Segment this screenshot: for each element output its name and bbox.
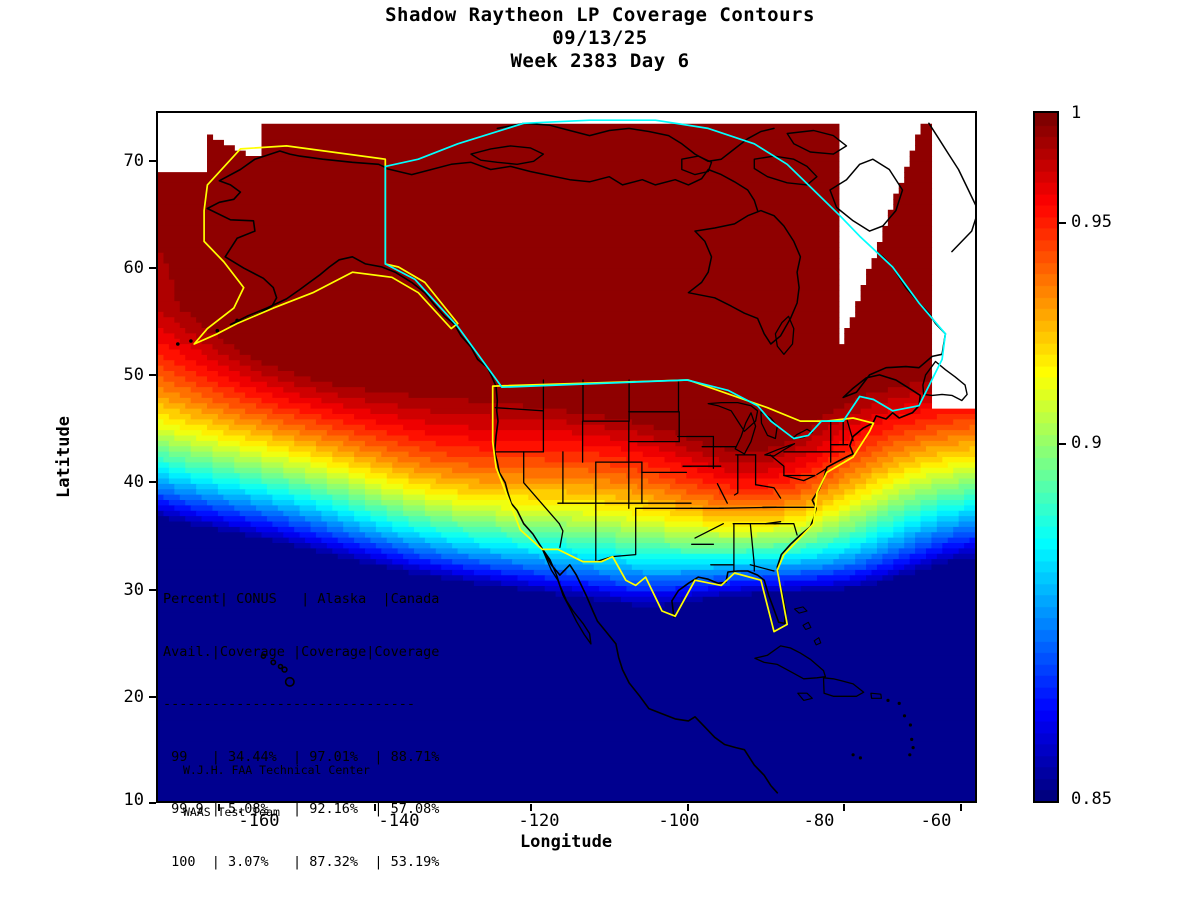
ytick-mark-50 xyxy=(149,374,156,376)
stats-row-99-9: 99.9 | 5.08% | 92.16% | 57.08% xyxy=(163,801,440,817)
credit-line-1: W.J.H. FAA Technical Center xyxy=(183,763,370,777)
colorbar: 1 0.95 0.9 0.85 xyxy=(1033,103,1112,809)
colorbar-tick-09 xyxy=(1059,443,1066,445)
ytick-label-70: 70 xyxy=(123,151,144,171)
coverage-stats-table: Percent| CONUS | Alaska |Canada Avail.|C… xyxy=(163,556,439,906)
colorbar-label-095: 0.95 xyxy=(1071,212,1112,232)
ytick-label-50: 50 xyxy=(123,365,144,385)
ytick-mark-40 xyxy=(149,481,156,483)
xtick-label-minus60: -60 xyxy=(920,811,952,831)
ytick-mark-30 xyxy=(149,589,156,591)
title-line-2: 09/13/25 xyxy=(552,27,648,49)
xtick-mark-minus160 xyxy=(218,804,220,811)
xtick-label-minus140: -140 xyxy=(378,811,420,831)
xtick-mark-minus80 xyxy=(843,804,845,811)
xtick-label-minus120: -120 xyxy=(518,811,560,831)
title-line-3: Week 2383 Day 6 xyxy=(510,50,690,72)
coverage-contour-field xyxy=(158,119,975,801)
ytick-label-20: 20 xyxy=(123,687,144,707)
ytick-mark-10 xyxy=(149,802,156,804)
xtick-label-minus160: -160 xyxy=(238,811,280,831)
colorbar-label-min: 0.85 xyxy=(1071,789,1112,809)
stats-header-row-2: Avail.|Coverage |Coverage|Coverage xyxy=(163,643,440,660)
organization-credit: W.J.H. FAA Technical Center WAAS Test Te… xyxy=(183,735,370,847)
ytick-label-10: 10 xyxy=(123,790,144,810)
map-plot-area xyxy=(156,111,977,803)
ytick-label-60: 60 xyxy=(123,258,144,278)
xtick-mark-minus140 xyxy=(374,804,376,811)
xtick-label-minus80: -80 xyxy=(803,811,835,831)
colorbar-label-09: 0.9 xyxy=(1071,433,1102,453)
y-axis-title: Latitude xyxy=(54,416,74,498)
ytick-mark-70 xyxy=(149,160,156,162)
colorbar-gradient xyxy=(1033,111,1059,803)
xtick-label-minus100: -100 xyxy=(658,811,700,831)
ytick-mark-20 xyxy=(149,696,156,698)
credit-line-2: WAAS Test Team xyxy=(183,805,280,819)
ytick-label-40: 40 xyxy=(123,472,144,492)
xtick-mark-minus100 xyxy=(687,804,689,811)
ytick-mark-60 xyxy=(149,267,156,269)
title-line-1: Shadow Raytheon LP Coverage Contours xyxy=(385,4,815,26)
stats-row-99: 99 | 34.44% | 97.01% | 88.71% xyxy=(163,748,440,765)
stats-header-row-1: Percent| CONUS | Alaska |Canada xyxy=(163,591,440,607)
xtick-mark-minus60 xyxy=(960,804,962,811)
stats-row-100: 100 | 3.07% | 87.32% | 53.19% xyxy=(163,853,440,870)
xtick-mark-minus120 xyxy=(530,804,532,811)
plot-title-block: Shadow Raytheon LP Coverage Contours 09/… xyxy=(0,4,1200,73)
x-axis-title: Longitude xyxy=(519,832,613,852)
stats-divider: ------------------------------- xyxy=(163,696,415,712)
ytick-label-30: 30 xyxy=(123,580,144,600)
colorbar-label-max: 1 xyxy=(1071,103,1082,123)
colorbar-tick-095 xyxy=(1059,222,1066,224)
